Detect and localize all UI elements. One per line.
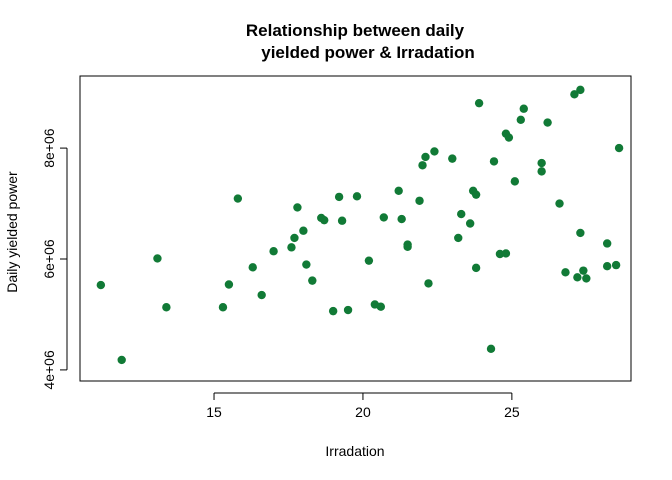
data-point xyxy=(471,263,481,273)
data-point xyxy=(501,249,511,258)
data-point xyxy=(418,161,427,170)
data-point xyxy=(352,192,362,201)
data-point xyxy=(430,147,439,156)
chart-title-line-1: Relationship between daily xyxy=(246,21,465,40)
data-point xyxy=(576,85,585,95)
data-point xyxy=(457,209,466,219)
data-point xyxy=(376,302,386,311)
data-point xyxy=(379,213,388,222)
data-point xyxy=(257,290,266,300)
data-point xyxy=(233,194,243,203)
data-point xyxy=(287,243,296,252)
data-point xyxy=(421,152,430,162)
data-point xyxy=(290,233,299,243)
data-point xyxy=(602,262,612,271)
data-point xyxy=(573,273,582,282)
data-point xyxy=(320,215,329,225)
x-tick-label: 15 xyxy=(206,404,222,420)
data-point xyxy=(343,305,353,315)
data-point xyxy=(555,199,564,208)
data-point xyxy=(570,90,579,99)
data-point xyxy=(448,154,457,163)
y-axis: 4e+06 6e+06 8e+06 xyxy=(41,128,68,390)
data-point xyxy=(454,233,463,243)
x-tick-label: 20 xyxy=(355,404,371,420)
data-point xyxy=(576,228,585,238)
y-tick-label: 8e+06 xyxy=(41,128,57,168)
data-point xyxy=(248,263,257,272)
data-point xyxy=(269,247,278,256)
data-point xyxy=(561,268,570,277)
x-axis-label: Irradation xyxy=(325,443,384,459)
data-point xyxy=(218,303,228,312)
data-point xyxy=(424,279,433,288)
data-point xyxy=(510,177,520,186)
data-point xyxy=(299,226,308,235)
data-point xyxy=(328,306,338,316)
data-point xyxy=(308,276,317,285)
data-point xyxy=(96,280,106,290)
data-point xyxy=(224,280,234,289)
data-point xyxy=(302,260,311,269)
data-point xyxy=(403,240,412,249)
data-point xyxy=(486,344,496,354)
x-tick-label: 25 xyxy=(504,404,520,420)
data-point xyxy=(537,158,546,168)
data-point xyxy=(602,239,612,248)
data-point xyxy=(504,133,514,142)
y-axis-label: Daily yielded power xyxy=(4,171,20,293)
chart-title-line-2: yielded power & Irradation xyxy=(261,43,475,62)
data-point xyxy=(543,118,552,127)
data-point xyxy=(614,143,624,153)
data-point xyxy=(153,254,162,263)
data-point xyxy=(337,216,347,225)
data-point xyxy=(516,115,525,125)
data-point xyxy=(611,260,621,270)
data-point xyxy=(394,186,403,195)
data-point xyxy=(293,203,302,212)
data-point xyxy=(579,266,588,275)
data-point xyxy=(162,303,171,312)
data-point xyxy=(471,190,481,199)
data-point xyxy=(474,98,484,108)
data-point xyxy=(519,104,528,113)
x-axis: 15 20 25 xyxy=(206,392,520,420)
data-point xyxy=(364,256,374,265)
y-tick-label: 4e+06 xyxy=(41,350,57,390)
y-tick-label: 6e+06 xyxy=(41,239,57,279)
data-point xyxy=(489,157,499,166)
plot-frame xyxy=(79,75,632,382)
data-point xyxy=(537,167,546,176)
data-points xyxy=(96,85,624,365)
data-point xyxy=(465,219,475,228)
data-point xyxy=(334,192,344,202)
data-point xyxy=(397,214,406,224)
data-point xyxy=(582,274,591,283)
data-point xyxy=(117,355,126,365)
data-point xyxy=(415,196,424,205)
